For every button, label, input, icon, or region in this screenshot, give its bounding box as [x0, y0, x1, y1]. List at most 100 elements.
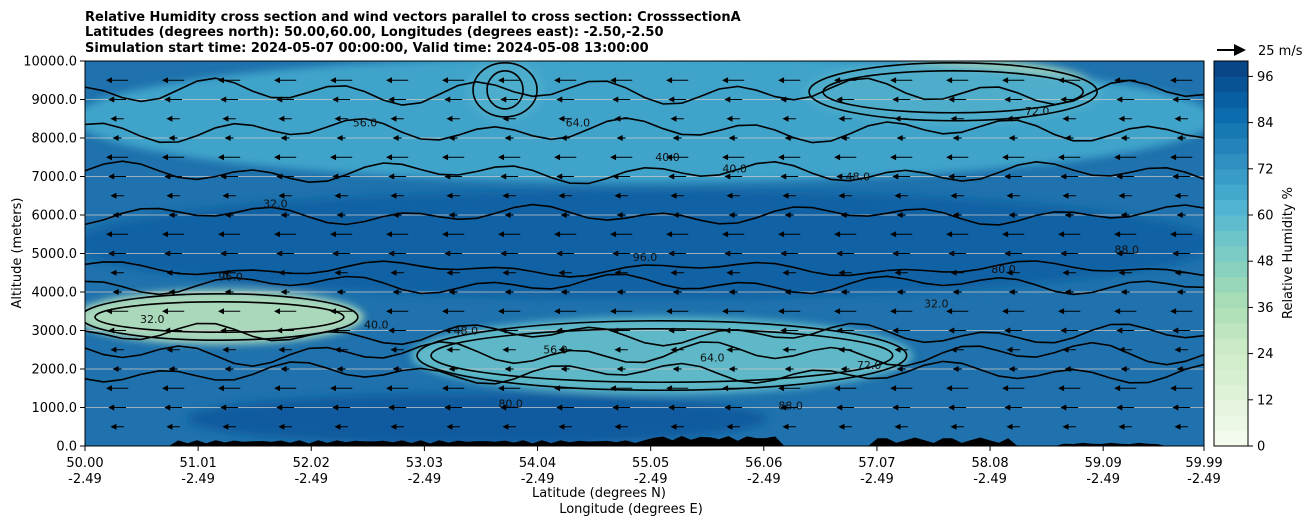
wind-vector-289 [610, 154, 633, 161]
wind-vector-367 [498, 77, 521, 84]
wind-vector-200 [106, 231, 129, 238]
contour-line-8 [85, 77, 1204, 106]
wind-vector-256 [1006, 192, 1020, 199]
wind-vector-350 [668, 96, 687, 103]
wind-vector-154 [896, 289, 906, 295]
wind-vector-308 [560, 135, 570, 141]
wind-vector-50 [666, 385, 689, 392]
wind-vector-356 [1004, 96, 1023, 103]
wind-vector-66 [448, 366, 458, 372]
wind-vector-219 [1170, 231, 1193, 238]
contour-line-5 [85, 203, 1204, 226]
wind-vector-119 [1172, 327, 1191, 334]
y-tick-label-7: 7000.0 [32, 170, 78, 185]
wind-vector-7 [502, 423, 516, 430]
wind-vector-338 [1118, 115, 1132, 122]
wind-vector-89 [614, 346, 628, 353]
wind-vector-173 [838, 269, 852, 276]
wind-vector-78 [1120, 366, 1130, 372]
wind-vector-24 [332, 404, 351, 411]
wind-vector-5 [390, 423, 404, 430]
wind-vector-273 [836, 173, 855, 180]
wind-vector-82 [222, 346, 236, 353]
wind-vector-208 [554, 231, 577, 238]
colorbar-band-23 [1214, 76, 1248, 93]
contour-line-7 [85, 117, 1204, 144]
wind-vector-148 [560, 289, 570, 295]
wind-vector-136 [1002, 308, 1025, 315]
wind-vector-335 [950, 115, 964, 122]
colorbar-band-1 [1214, 415, 1248, 432]
contour-label-3: 56.0 [543, 344, 568, 357]
wind-vector-29 [612, 404, 631, 411]
wind-vector-221 [168, 212, 178, 218]
x-tick-label-lon-5: -2.49 [634, 472, 668, 487]
colorbar-band-2 [1214, 399, 1248, 416]
colorbar-band-19 [1214, 138, 1248, 154]
contour-label-13: 64.0 [566, 116, 591, 129]
wind-vector-14 [894, 423, 908, 430]
wind-vector-0 [110, 423, 124, 430]
contour-line-6 [85, 160, 1204, 185]
wind-vector-84 [334, 346, 348, 353]
wind-vector-274 [892, 173, 911, 180]
wind-vector-114 [892, 327, 911, 334]
x-tick-label-lon-9: -2.49 [1086, 472, 1120, 487]
wind-vector-303 [280, 135, 290, 141]
colorbar-tick-label-1: 12 [1257, 393, 1274, 408]
wind-vector-112 [780, 327, 799, 334]
y-tick-label-4: 4000.0 [32, 286, 78, 301]
wind-vector-36 [1004, 404, 1023, 411]
wind-vector-206 [442, 231, 465, 238]
contour-line-4 [85, 360, 1204, 385]
wind-vector-321 [166, 115, 180, 122]
wind-vector-105 [388, 327, 407, 334]
y-tick-label-10: 10000.0 [23, 55, 77, 70]
wind-vector-218 [1114, 231, 1137, 238]
wind-vector-196 [1004, 250, 1023, 257]
wind-vector-360 [106, 77, 129, 84]
wind-vector-246 [446, 192, 460, 199]
contour-ring-5-0 [808, 62, 1098, 122]
wind-vector-326 [446, 115, 460, 122]
wind-vector-204 [330, 231, 353, 238]
wind-vector-9 [614, 423, 628, 430]
wind-vector-230 [672, 212, 682, 218]
wind-vector-41 [162, 385, 185, 392]
wind-vector-374 [890, 77, 913, 84]
x-tick-label-lat-8: 58.08 [971, 456, 1008, 471]
wind-vector-145 [392, 289, 402, 295]
wind-vector-248 [558, 192, 572, 199]
wind-vector-228 [560, 212, 570, 218]
wind-vector-111 [724, 327, 743, 334]
wind-vector-236 [1008, 212, 1018, 218]
wind-vector-344 [332, 96, 351, 103]
wind-vector-238 [1120, 212, 1130, 218]
colorbar-tick-label-6: 72 [1257, 162, 1274, 177]
wind-vector-296 [1002, 154, 1025, 161]
wind-vector-54 [890, 385, 913, 392]
wind-vector-44 [330, 385, 353, 392]
wind-vector-254 [894, 192, 908, 199]
wind-vector-87 [502, 346, 516, 353]
x-tick-label-lat-7: 57.07 [858, 456, 895, 471]
wind-vector-1 [166, 423, 180, 430]
wind-vector-231 [728, 212, 738, 218]
wind-vector-51 [722, 385, 745, 392]
wind-vector-138 [1114, 308, 1137, 315]
wind-vector-372 [778, 77, 801, 84]
wind-vector-32 [780, 404, 799, 411]
colorbar-band-12 [1214, 245, 1248, 262]
wind-vector-371 [722, 77, 745, 84]
wind-vector-283 [274, 154, 297, 161]
wind-vector-151 [728, 289, 738, 295]
colorbar-band-13 [1214, 230, 1248, 247]
wind-vector-144 [336, 289, 346, 295]
colorbar-tick-label-3: 36 [1257, 301, 1274, 316]
colorbar-band-15 [1214, 199, 1248, 216]
wind-vector-157 [1064, 289, 1074, 295]
wind-vector-378 [1114, 77, 1137, 84]
wind-vector-11 [726, 423, 740, 430]
wind-vector-310 [672, 135, 682, 141]
wind-vector-135 [946, 308, 969, 315]
